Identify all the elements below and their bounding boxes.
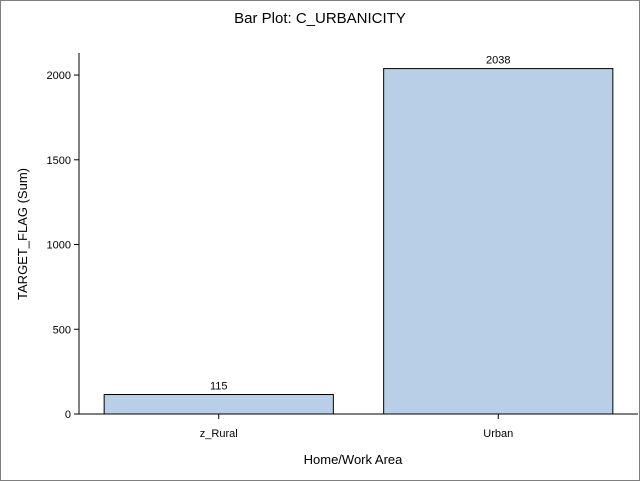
- chart-title: Bar Plot: C_URBANICITY: [234, 10, 406, 27]
- bars: 115 2038: [103, 55, 614, 415]
- axes: 0 500 1000 1500 2000 z_Rural Urban: [47, 53, 638, 440]
- y-tick-label: 2000: [47, 70, 71, 82]
- y-tick-label: 0: [65, 409, 71, 421]
- y-axis-title: TARGET_FLAG (Sum): [15, 168, 30, 300]
- y-tick-label: 1000: [47, 240, 71, 252]
- bar-data-label: 2038: [486, 55, 510, 67]
- bar-z-rural: [103, 394, 334, 415]
- x-axis-title: Home/Work Area: [304, 452, 404, 467]
- y-tick-label: 1500: [47, 155, 71, 167]
- bar-data-label: 115: [210, 381, 228, 393]
- bar-urban: [383, 68, 614, 415]
- x-tick-label: z_Rural: [200, 428, 238, 440]
- y-tick-label: 500: [53, 324, 71, 336]
- x-tick-label: Urban: [483, 428, 513, 440]
